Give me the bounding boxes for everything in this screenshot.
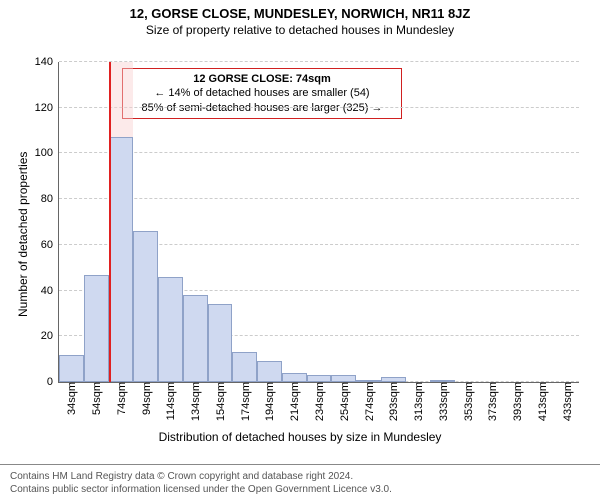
- footer: Contains HM Land Registry data © Crown c…: [0, 464, 600, 496]
- xtick-label: 34sqm: [64, 382, 78, 415]
- xtick-label: 74sqm: [114, 382, 128, 415]
- histogram-bar: [59, 355, 84, 382]
- footer-line2: Contains public sector information licen…: [10, 483, 590, 496]
- histogram-bar: [331, 375, 356, 382]
- histogram-bar: [183, 295, 208, 382]
- chart-title: 12, GORSE CLOSE, MUNDESLEY, NORWICH, NR1…: [0, 0, 600, 21]
- y-axis-label: Number of detached properties: [16, 152, 30, 317]
- ytick-label: 40: [41, 285, 59, 297]
- histogram-bar: [84, 275, 109, 382]
- gridline: [59, 61, 579, 62]
- xtick-label: 54sqm: [89, 382, 103, 415]
- gridline: [59, 107, 579, 108]
- xtick-label: 274sqm: [362, 382, 376, 421]
- ytick-label: 80: [41, 193, 59, 205]
- xtick-label: 214sqm: [287, 382, 301, 421]
- x-axis-label: Distribution of detached houses by size …: [0, 430, 600, 444]
- highlight-line: [109, 62, 111, 382]
- xtick-label: 313sqm: [411, 382, 425, 421]
- histogram-bar: [133, 231, 158, 382]
- histogram-bar: [257, 361, 282, 382]
- histogram-bar: [158, 277, 183, 382]
- histogram-bar: [282, 373, 307, 382]
- histogram-bar: [307, 375, 332, 382]
- xtick-label: 134sqm: [188, 382, 202, 421]
- xtick-label: 174sqm: [238, 382, 252, 421]
- footer-line1: Contains HM Land Registry data © Crown c…: [10, 470, 590, 483]
- xtick-label: 413sqm: [535, 382, 549, 421]
- ytick-label: 100: [35, 147, 59, 159]
- xtick-label: 353sqm: [461, 382, 475, 421]
- xtick-label: 333sqm: [436, 382, 450, 421]
- xtick-label: 433sqm: [560, 382, 574, 421]
- xtick-label: 94sqm: [139, 382, 153, 415]
- histogram-bar: [232, 352, 257, 382]
- xtick-label: 114sqm: [163, 382, 177, 420]
- ytick-label: 120: [35, 102, 59, 114]
- xtick-label: 293sqm: [386, 382, 400, 421]
- ytick-label: 60: [41, 239, 59, 251]
- ytick-label: 0: [47, 376, 59, 388]
- ytick-label: 140: [35, 56, 59, 68]
- gridline: [59, 152, 579, 153]
- xtick-label: 154sqm: [213, 382, 227, 421]
- chart-container: { "chart": { "type": "histogram", "title…: [0, 0, 600, 500]
- chart-subtitle: Size of property relative to detached ho…: [0, 21, 600, 37]
- ytick-label: 20: [41, 330, 59, 342]
- xtick-label: 393sqm: [510, 382, 524, 421]
- xtick-label: 194sqm: [262, 382, 276, 421]
- xtick-label: 373sqm: [485, 382, 499, 421]
- histogram-bar: [208, 304, 233, 382]
- gridline: [59, 198, 579, 199]
- histogram-bar: [109, 137, 134, 382]
- plot-area: 02040608010012014034sqm54sqm74sqm94sqm11…: [58, 62, 579, 383]
- xtick-label: 254sqm: [337, 382, 351, 421]
- xtick-label: 234sqm: [312, 382, 326, 421]
